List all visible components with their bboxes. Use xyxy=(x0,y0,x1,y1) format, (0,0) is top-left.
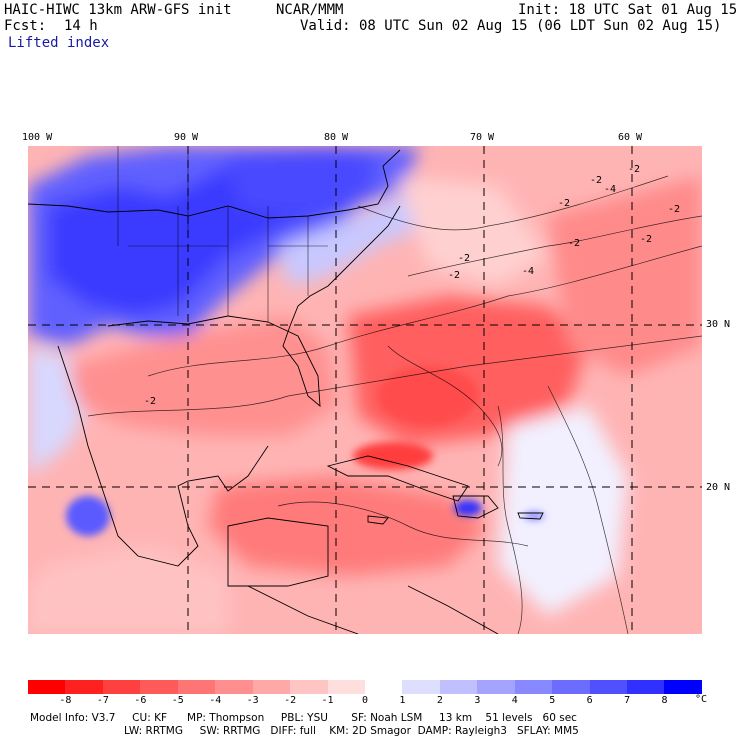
valid-time: Valid: 08 UTC Sun 02 Aug 15 (06 LDT Sun … xyxy=(300,18,722,34)
init-time: Init: 18 UTC Sat 01 Aug 15 xyxy=(518,2,738,18)
stable-core-north xyxy=(228,146,378,216)
latlon-grid xyxy=(28,146,702,634)
contour-label: -2 xyxy=(668,204,680,215)
contour-label: -2 xyxy=(458,253,470,264)
colorbar-tick-label: 1 xyxy=(399,695,406,706)
colorbar xyxy=(28,680,702,694)
colorbar-tick-label: -6 xyxy=(134,695,147,706)
colorbar-tick-label: -5 xyxy=(171,695,184,706)
contour-label: -2 xyxy=(448,270,460,281)
colorbar-swatch xyxy=(477,680,515,694)
contour-label: -4 xyxy=(604,184,616,195)
colorbar-tick-label: 5 xyxy=(549,695,556,706)
lifted-index-map: -2 -2 -4 -2 -2 -2 -2 -4 -2 -2 -2 xyxy=(28,146,702,634)
unstable-atlantic-east xyxy=(548,176,702,376)
colorbar-tick-label: 6 xyxy=(586,695,593,706)
colorbar-tick-label: -1 xyxy=(321,695,334,706)
forecast-hour: 14 h xyxy=(64,18,98,34)
colorbar-swatch xyxy=(65,680,103,694)
transition-carolinas xyxy=(278,186,428,286)
lon-label-80w: 80 W xyxy=(324,132,349,143)
org-label: NCAR/MMM xyxy=(276,2,344,18)
contour-value-labels: -2 -2 -4 -2 -2 -2 -2 -4 -2 -2 -2 xyxy=(144,164,680,407)
unstable-florida-straits xyxy=(378,366,478,426)
colorbar-tick-label: 2 xyxy=(436,695,443,706)
colorbar-tick-label: -7 xyxy=(96,695,109,706)
colorbar-tick-label: 0 xyxy=(361,695,369,706)
colorbar-swatch xyxy=(102,680,141,694)
field-name: Lifted index xyxy=(8,35,110,51)
stable-mexico-spot xyxy=(66,496,110,536)
lon-label-90w: 90 W xyxy=(174,132,199,143)
neutral-atlantic-band xyxy=(398,176,548,286)
model-info-line1: Model Info: V3.7 CU: KF MP: Thompson PBL… xyxy=(30,712,577,724)
model-info-line2: LW: RRTMG SW: RRTMG DIFF: full KM: 2D Sm… xyxy=(124,725,579,737)
colorbar-swatch xyxy=(589,680,627,694)
unstable-cuba-spot xyxy=(353,442,433,470)
colorbar-swatch xyxy=(552,680,590,694)
lon-label-60w: 60 W xyxy=(618,132,643,143)
colorbar-tick-label: 4 xyxy=(511,695,518,706)
colorbar-tick-label: -3 xyxy=(246,695,259,706)
colorbar-tick-label: 7 xyxy=(624,695,631,706)
model-title: HAIC-HIWC 13km ARW-GFS init xyxy=(4,2,232,18)
contour-label: -2 xyxy=(640,234,652,245)
colorbar-unit: °C xyxy=(695,694,708,705)
colorbar-tick-label: -8 xyxy=(59,695,72,706)
stable-hispaniola-spot xyxy=(454,500,482,516)
colorbar-swatch xyxy=(177,680,216,694)
lon-label-70w: 70 W xyxy=(470,132,495,143)
colorbar-swatch xyxy=(290,680,328,694)
colorbar-tick-label: -4 xyxy=(209,695,222,706)
colorbar-tick-label: 3 xyxy=(474,695,481,706)
contour-label: -2 xyxy=(144,396,156,407)
neutral-east-caribbean xyxy=(498,406,628,616)
colorbar-swatch xyxy=(627,680,665,694)
lon-label-100w: 100 W xyxy=(22,132,53,143)
forecast-label: Fcst: xyxy=(4,18,47,34)
neutral-pacific xyxy=(28,546,228,634)
colorbar-swatch xyxy=(514,680,553,694)
unstable-gulf xyxy=(68,316,338,436)
contour-label: -2 xyxy=(558,198,570,209)
colorbar-tick-label: -2 xyxy=(284,695,297,706)
contour-label: -2 xyxy=(590,175,602,186)
colorbar-swatch xyxy=(402,680,440,694)
contour-label: -4 xyxy=(522,266,534,277)
unstable-caribbean xyxy=(208,476,488,576)
colorbar-swatch xyxy=(327,680,365,694)
colorbar-swatch xyxy=(140,680,178,694)
colorbar-swatch xyxy=(664,680,702,694)
lat-label-30n: 30 N xyxy=(706,319,731,330)
colorbar-swatch xyxy=(28,680,66,694)
colorbar-swatch xyxy=(364,680,403,694)
colorbar-swatch xyxy=(439,680,478,694)
colorbar-swatch xyxy=(215,680,253,694)
contour-label: -2 xyxy=(628,164,640,175)
colorbar-tick-label: 8 xyxy=(661,695,668,706)
lat-label-20n: 20 N xyxy=(706,482,731,493)
contour-label: -2 xyxy=(568,238,580,249)
colorbar-swatch xyxy=(252,680,291,694)
contour-lines xyxy=(87,175,702,634)
